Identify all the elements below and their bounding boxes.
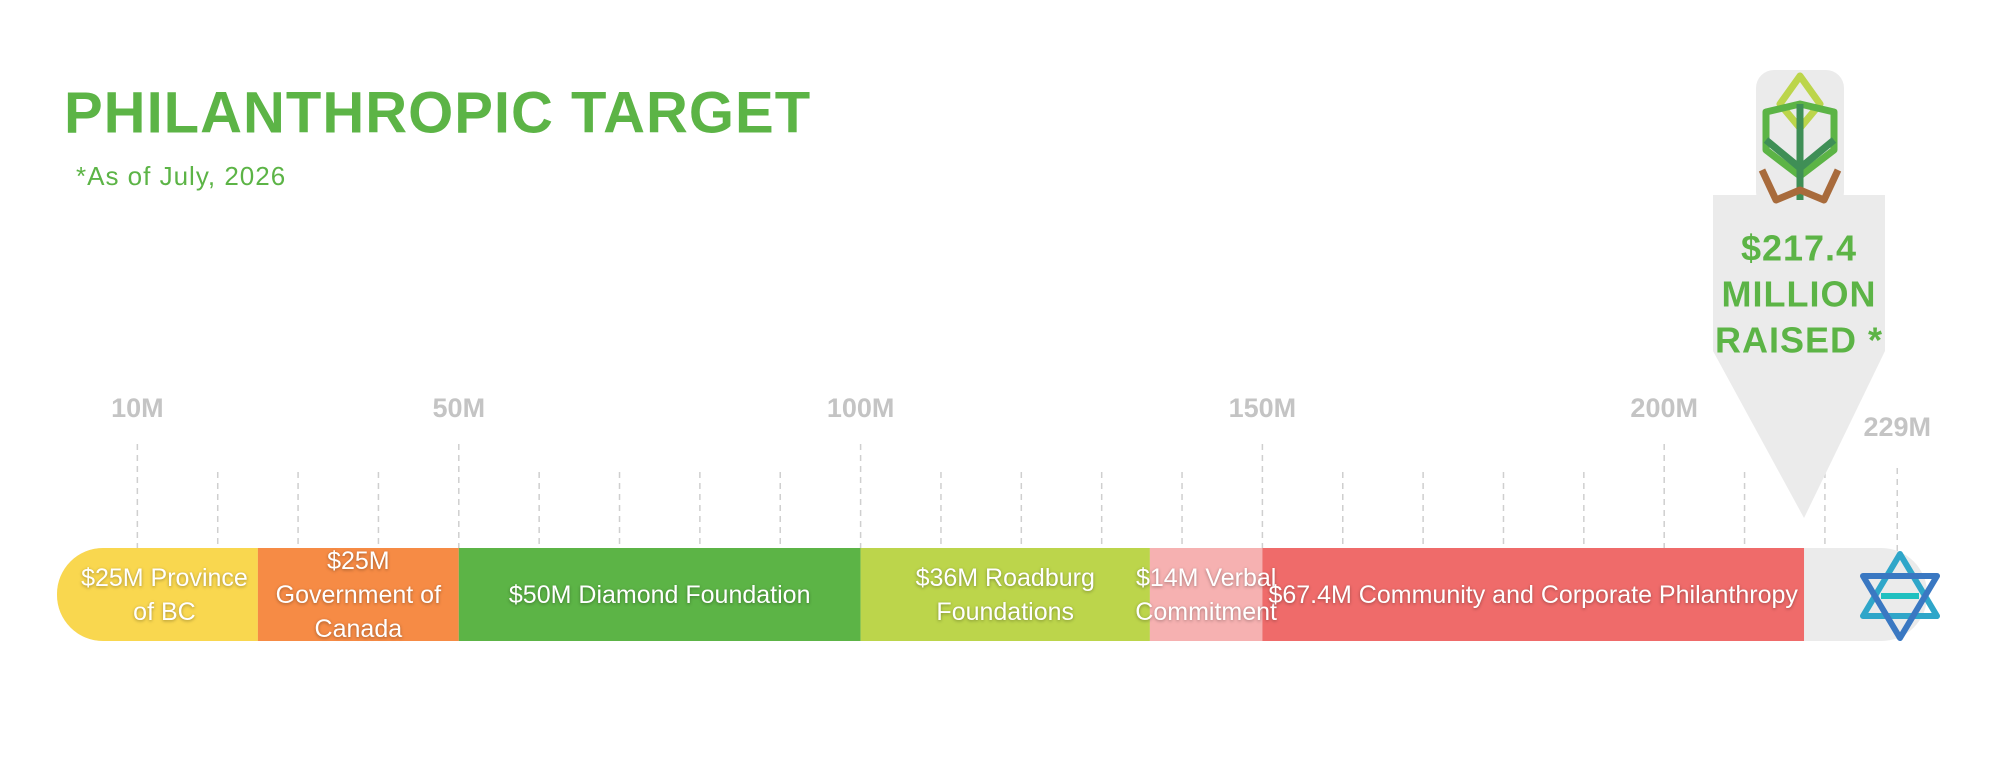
x-tick-label: 229M	[1863, 412, 1931, 442]
bar-segment	[860, 548, 1150, 641]
raised-arrow	[1713, 195, 1885, 518]
raised-label: MILLION	[1722, 274, 1877, 315]
x-tick-label: 150M	[1229, 393, 1297, 423]
logo	[1758, 72, 1842, 204]
raised-label: RAISED *	[1715, 320, 1883, 361]
bar-segment	[458, 548, 861, 641]
grid: 10M 50M 100M 150M 200M 229M	[111, 393, 1931, 641]
chart-subtitle: *As of July, 2026	[76, 161, 286, 191]
chart-title: PHILANTHROPIC TARGET	[64, 80, 811, 145]
callout: $217.4 MILLION RAISED *	[1713, 70, 1885, 518]
x-tick-label: 200M	[1630, 393, 1698, 423]
x-tick-label: 50M	[433, 393, 486, 423]
segment-label: $25M Province of BC	[81, 563, 248, 626]
raised-label: $217.4	[1741, 228, 1857, 269]
segment-label: $14M Verbal Commitment	[1135, 563, 1277, 626]
segment-label: $36M Roadburg Foundations	[915, 563, 1095, 626]
x-tick-label: 100M	[827, 393, 895, 423]
segment-label: $67.4M Community and Corporate Philanthr…	[1268, 580, 1798, 609]
segment-label: $25M Government of Canada	[275, 546, 442, 643]
bar-segment	[57, 548, 258, 641]
segment-label: $50M Diamond Foundation	[508, 580, 811, 609]
bar-segment	[257, 548, 459, 641]
bar-segment	[1149, 548, 1263, 641]
bar-segment	[1262, 548, 1805, 641]
x-tick-label: 10M	[111, 393, 164, 423]
progress-bar	[57, 548, 1928, 641]
end-icon	[1860, 551, 1940, 641]
